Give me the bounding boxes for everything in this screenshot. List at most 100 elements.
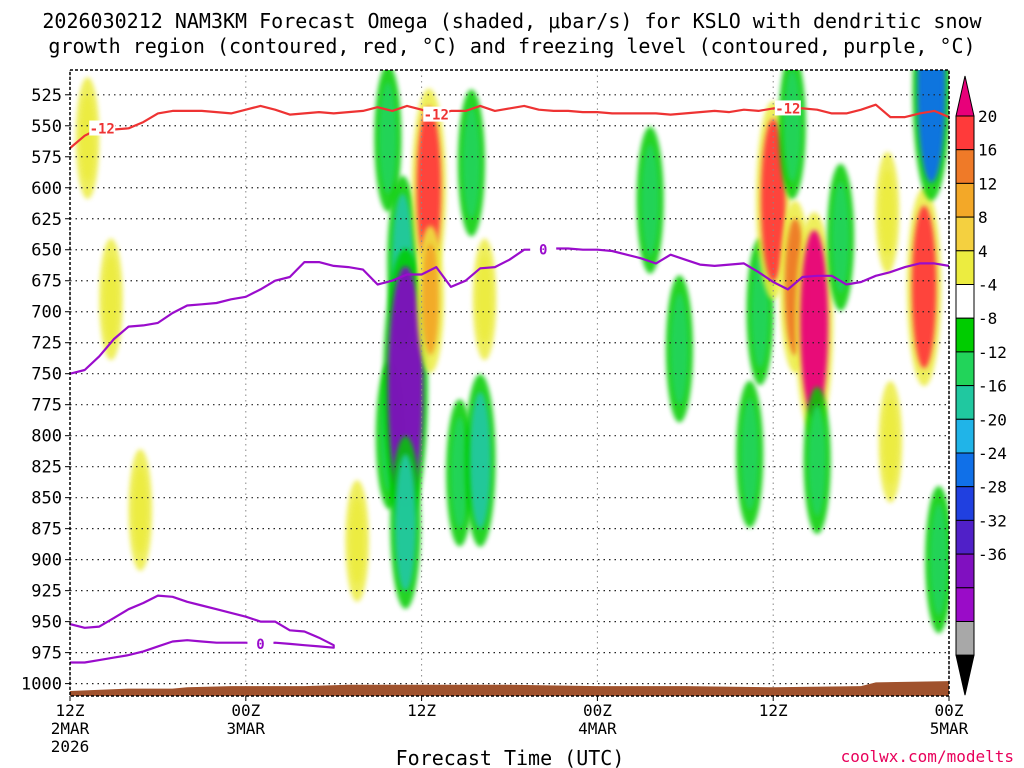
omega-cell bbox=[783, 70, 801, 182]
omega-cell bbox=[462, 107, 481, 219]
y-tick-label: 700 bbox=[31, 303, 62, 323]
colorbar-segment bbox=[955, 115, 975, 151]
omega-cell bbox=[883, 399, 898, 485]
terrain-ground bbox=[70, 681, 949, 696]
y-axis: 525 550 575 600 625 650 675 700 725 750 775 800 825 8… bbox=[21, 86, 70, 695]
contour-label-bg bbox=[423, 106, 450, 122]
x-tick-label: 00Z bbox=[231, 701, 260, 720]
contour-label: -12 bbox=[424, 108, 449, 124]
x-tick-label: 5MAR bbox=[930, 719, 969, 738]
colorbar-label: -12 bbox=[978, 343, 1007, 362]
omega-cell bbox=[421, 243, 439, 355]
x-tick-label: 2026 bbox=[51, 737, 90, 756]
freezing-level-contour bbox=[70, 594, 335, 664]
omega-cell bbox=[451, 417, 469, 529]
x-tick-label: 00Z bbox=[583, 701, 612, 720]
omega-cell bbox=[880, 169, 895, 256]
colorbar-label: -36 bbox=[978, 545, 1007, 564]
colorbar-segment bbox=[955, 486, 975, 521]
omega-cell bbox=[641, 144, 659, 256]
y-tick-label: 850 bbox=[31, 489, 62, 509]
y-tick-label: 575 bbox=[31, 148, 62, 168]
colorbar-segment bbox=[955, 452, 975, 488]
y-tick-label: 725 bbox=[31, 334, 62, 354]
x-tick-label: 00Z bbox=[935, 701, 964, 720]
colorbar-segment bbox=[955, 182, 975, 218]
omega-cell bbox=[831, 181, 850, 293]
y-tick-label: 650 bbox=[31, 241, 62, 261]
colorbar-label: 16 bbox=[978, 141, 997, 160]
colorbar-label: -28 bbox=[978, 478, 1007, 497]
y-tick-label: 625 bbox=[31, 210, 62, 230]
y-tick-label: 825 bbox=[31, 458, 62, 478]
colorbar-bottom-triangle bbox=[955, 654, 975, 696]
y-tick-label: 550 bbox=[31, 117, 62, 137]
x-tick-label: 3MAR bbox=[227, 719, 266, 738]
omega-cell bbox=[104, 256, 118, 343]
colorbar-segment bbox=[955, 351, 975, 387]
omega-cell bbox=[133, 467, 148, 553]
colorbar-segment bbox=[955, 553, 975, 589]
x-tick-label: 2MAR bbox=[51, 719, 90, 738]
omega-cell bbox=[808, 404, 826, 517]
colorbar-segment bbox=[955, 149, 975, 184]
omega-cell bbox=[761, 118, 786, 282]
omega-cell bbox=[469, 392, 491, 529]
omega-cell bbox=[350, 498, 364, 584]
y-tick-label: 950 bbox=[31, 613, 62, 633]
plot-frame bbox=[69, 69, 950, 697]
colorbar-label: -32 bbox=[978, 511, 1007, 530]
omega-cell bbox=[911, 205, 937, 369]
colorbar-segment bbox=[955, 519, 975, 555]
colorbar-label: -4 bbox=[978, 276, 997, 295]
omega-cell bbox=[930, 504, 948, 616]
x-tick-label: 4MAR bbox=[578, 719, 617, 738]
y-tick-label: 525 bbox=[31, 86, 62, 106]
contour-label: -12 bbox=[90, 122, 115, 138]
omega-cell bbox=[80, 95, 95, 181]
colorbar: 20 16 12 8 4 -4 -8 -12 -16 -20 -24 -28 -32 -36 bbox=[955, 75, 1007, 696]
contour-label-bg bbox=[89, 120, 116, 136]
grid-layer bbox=[69, 70, 950, 696]
contour-label-bg bbox=[530, 241, 557, 257]
omega-cell bbox=[477, 256, 492, 343]
omega-cell bbox=[387, 266, 424, 506]
omega-cell bbox=[670, 293, 689, 405]
colorbar-label: -8 bbox=[978, 309, 997, 328]
colorbar-label: -16 bbox=[978, 377, 1007, 396]
contour-label: 0 bbox=[539, 242, 547, 258]
omega-cell bbox=[741, 398, 759, 510]
x-tick-label: 12Z bbox=[56, 701, 85, 720]
y-tick-label: 800 bbox=[31, 427, 62, 447]
contour-label-bg bbox=[247, 635, 274, 651]
omega-cell bbox=[917, 70, 946, 183]
dgz-contour bbox=[70, 103, 949, 149]
y-tick-label: 975 bbox=[31, 644, 62, 664]
omega-shading-layer bbox=[75, 70, 949, 634]
colorbar-segment bbox=[955, 216, 975, 252]
colorbar-segment bbox=[955, 317, 975, 353]
credit-text: coolwx.com/modelts bbox=[841, 747, 1014, 766]
colorbar-label: 8 bbox=[978, 208, 988, 227]
colorbar-segment bbox=[955, 250, 975, 286]
terrain-layer bbox=[70, 681, 949, 696]
y-tick-label: 775 bbox=[31, 396, 62, 416]
colorbar-segment bbox=[955, 621, 975, 656]
colorbar-segment bbox=[955, 587, 975, 622]
colorbar-top-triangle bbox=[955, 75, 975, 117]
chart-title-line1: 2026030212 NAM3KM Forecast Omega (shaded… bbox=[42, 9, 982, 33]
colorbar-segment bbox=[955, 284, 975, 319]
freezing-level-contour bbox=[70, 247, 949, 375]
colorbar-label: 12 bbox=[978, 174, 997, 193]
x-tick-label: 12Z bbox=[407, 701, 436, 720]
x-axis-label: Forecast Time (UTC) bbox=[396, 746, 625, 768]
contour-layer: 0 0 -12 -12 -12 bbox=[70, 100, 949, 664]
x-tick-label: 12Z bbox=[759, 701, 788, 720]
contour-label-bg bbox=[774, 100, 801, 116]
y-tick-label: 875 bbox=[31, 520, 62, 540]
omega-cell bbox=[379, 82, 397, 194]
y-tick-label: 600 bbox=[31, 179, 62, 199]
colorbar-label: 4 bbox=[978, 242, 988, 261]
